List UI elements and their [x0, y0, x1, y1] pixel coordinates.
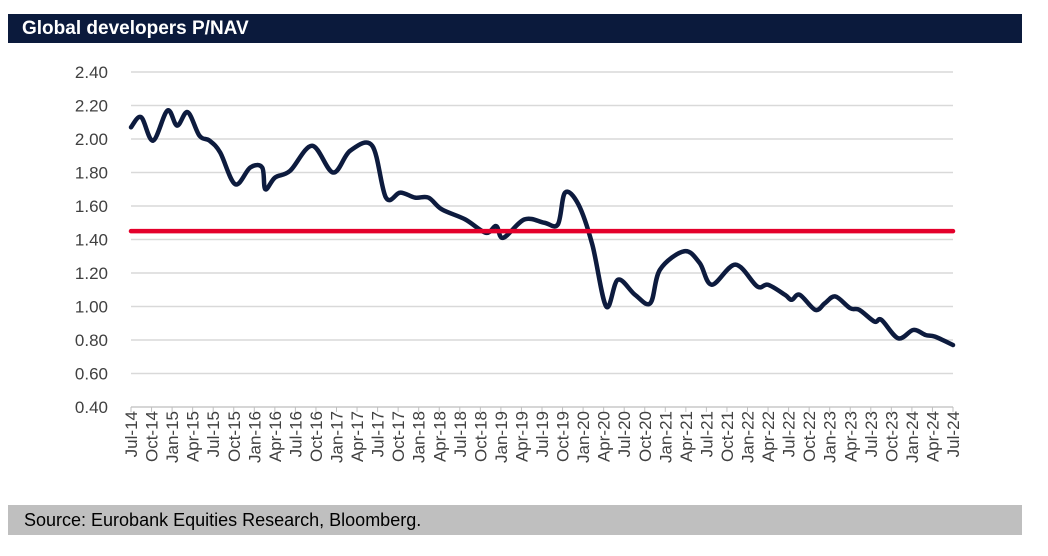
- y-tick-label: 2.20: [75, 97, 108, 116]
- source-note: Source: Eurobank Equities Research, Bloo…: [8, 505, 1022, 535]
- x-tick-label: Jul-24: [944, 411, 963, 457]
- y-tick-label: 1.40: [75, 231, 108, 250]
- x-tick-label: Apr-24: [923, 411, 942, 462]
- x-tick-label: Apr-17: [348, 411, 367, 462]
- x-tick-label: Jul-20: [615, 411, 634, 457]
- x-tick-label: Jul-14: [122, 411, 141, 457]
- gridlines: [131, 71, 953, 408]
- y-tick-label: 2.40: [75, 63, 108, 82]
- x-tick-label: Apr-16: [266, 411, 285, 462]
- x-tick-label: Apr-21: [677, 411, 696, 462]
- x-tick-label: Oct-22: [800, 411, 819, 462]
- y-tick-label: 1.20: [75, 264, 108, 283]
- x-tick-label: Apr-22: [759, 411, 778, 462]
- x-tick-label: Jul-23: [862, 411, 881, 457]
- x-tick-label: Jul-22: [780, 411, 799, 457]
- x-tick-label: Jul-19: [533, 411, 552, 457]
- x-tick-label: Apr-19: [512, 411, 531, 462]
- x-tick-label: Oct-23: [882, 411, 901, 462]
- y-tick-label: 1.80: [75, 164, 108, 183]
- x-tick-label: Oct-16: [307, 411, 326, 462]
- x-tick-label: Jan-24: [903, 411, 922, 463]
- y-axis-ticks: 0.40 0.60 0.80 1.00 1.20 1.40 1.60 1.80 2.00 2.20…: [75, 63, 108, 417]
- x-tick-label: Jan-20: [574, 411, 593, 463]
- x-tick-label: Jan-17: [328, 411, 347, 463]
- x-tick-label: Oct-19: [554, 411, 573, 462]
- x-tick-label: Apr-20: [595, 411, 614, 462]
- x-tick-label: Jul-17: [369, 411, 388, 457]
- x-tick-label: Jan-18: [410, 411, 429, 463]
- y-tick-label: 2.00: [75, 130, 108, 149]
- x-tick-label: Jul-16: [286, 411, 305, 457]
- x-tick-label: Jan-19: [492, 411, 511, 463]
- x-tick-label: Apr-18: [430, 411, 449, 462]
- x-tick-label: Jan-23: [821, 411, 840, 463]
- x-tick-label: Jan-16: [245, 411, 264, 463]
- chart-title: Global developers P/NAV: [8, 14, 1022, 43]
- x-tick-label: Jul-21: [697, 411, 716, 457]
- x-tick-label: Oct-18: [471, 411, 490, 462]
- x-tick-label: Apr-15: [184, 411, 203, 462]
- x-tick-label: Oct-17: [389, 411, 408, 462]
- x-tick-label: Apr-23: [841, 411, 860, 462]
- x-tick-label: Oct-20: [636, 411, 655, 462]
- x-tick-label: Jan-21: [656, 411, 675, 463]
- x-tick-label: Jul-18: [451, 411, 470, 457]
- x-tick-label: Oct-21: [718, 411, 737, 462]
- x-axis-ticks: Jul-14 Oct-14 Jan-15 Apr-15 Jul-15 Oct-15 Jan-…: [122, 407, 963, 463]
- y-tick-label: 0.60: [75, 365, 108, 384]
- y-tick-label: 1.60: [75, 197, 108, 216]
- x-tick-label: Jul-15: [204, 411, 223, 457]
- y-tick-label: 1.00: [75, 298, 108, 317]
- y-tick-label: 0.80: [75, 331, 108, 350]
- x-tick-label: Oct-15: [225, 411, 244, 462]
- x-tick-label: Jan-15: [163, 411, 182, 463]
- x-tick-label: Jan-22: [739, 411, 758, 463]
- y-tick-label: 0.40: [75, 398, 108, 417]
- x-tick-label: Oct-14: [143, 411, 162, 462]
- series-line-p-nav: [128, 108, 956, 348]
